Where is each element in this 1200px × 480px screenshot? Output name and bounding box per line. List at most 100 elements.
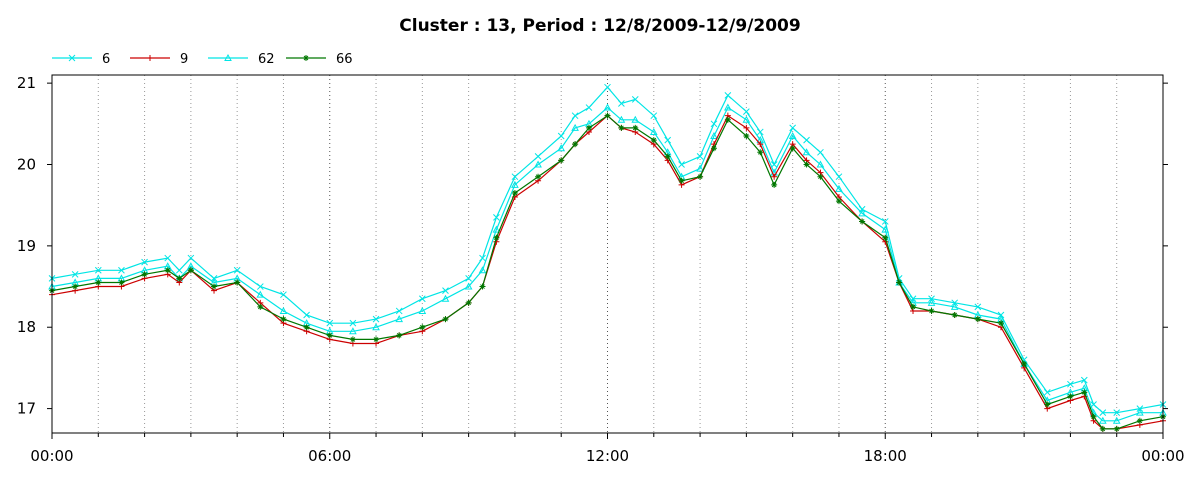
data-point (141, 271, 148, 278)
data-point (511, 189, 518, 196)
data-point (743, 124, 750, 131)
data-point (803, 161, 810, 168)
data-point (72, 283, 79, 290)
data-point (771, 173, 778, 180)
data-point (1080, 376, 1088, 384)
data-point (511, 180, 519, 188)
data-point (118, 279, 125, 286)
data-point (697, 173, 704, 180)
data-point (650, 112, 658, 120)
y-tick-label: 18 (17, 318, 36, 336)
data-point (280, 316, 287, 323)
data-point (927, 298, 936, 306)
data-point (479, 283, 486, 290)
data-point (1099, 409, 1107, 417)
legend: 6 9 62 66 (52, 52, 353, 67)
data-point (71, 270, 79, 278)
series-line-9 (51, 114, 1164, 430)
legend-label: 62 (258, 52, 275, 67)
y-tick-label: 19 (17, 237, 36, 255)
data-point (211, 283, 218, 290)
data-point (743, 133, 750, 140)
data-point (710, 131, 718, 140)
data-point (465, 275, 472, 282)
data-point (233, 266, 241, 274)
data-point (418, 306, 427, 314)
data-point (395, 307, 403, 315)
data-point (724, 103, 732, 111)
legend-label: 6 (102, 52, 110, 67)
data-point (816, 160, 825, 168)
data-point (858, 209, 866, 217)
data-point (303, 324, 310, 331)
data-point (418, 295, 426, 303)
data-point (256, 290, 265, 298)
legend-item-6: 6 (52, 52, 110, 67)
data-point (279, 306, 288, 314)
data-point (1043, 388, 1051, 396)
data-point (724, 116, 731, 123)
data-point (664, 136, 672, 144)
data-point (187, 267, 194, 274)
data-point (803, 136, 810, 144)
x-tick-label: 18:00 (864, 447, 907, 465)
data-point (678, 161, 685, 168)
legend-label: 66 (336, 52, 353, 67)
data-point (464, 282, 473, 290)
data-point (928, 295, 935, 303)
data-point (95, 279, 102, 286)
x-tick-label: 06:00 (308, 447, 351, 465)
x-tick-label: 00:00 (1141, 447, 1184, 465)
data-point (372, 315, 380, 323)
data-point (1067, 393, 1074, 400)
data-point (164, 254, 172, 262)
data-point (535, 173, 542, 180)
data-point (349, 336, 356, 343)
data-point (585, 124, 592, 131)
data-point (147, 55, 153, 61)
data-point (571, 112, 579, 120)
series-line-66 (51, 114, 1164, 430)
data-point (326, 332, 333, 339)
data-point (1090, 413, 1097, 420)
data-point (1136, 405, 1144, 412)
data-point (1044, 401, 1051, 408)
data-point (511, 173, 519, 181)
data-point (396, 332, 403, 339)
data-point (442, 287, 449, 294)
data-point (896, 279, 903, 286)
gridlines (97, 75, 1118, 433)
x-tick-label: 12:00 (586, 447, 629, 465)
data-point (118, 266, 125, 274)
data-point (557, 132, 565, 140)
data-point (187, 254, 195, 262)
legend-item-66: 66 (286, 52, 353, 67)
data-point (572, 141, 579, 148)
data-point (997, 311, 1005, 319)
series-62 (48, 103, 1167, 424)
legend-item-9: 9 (130, 52, 188, 67)
legend-item-62: 62 (208, 52, 275, 67)
axes: 17 18 19 20 21 00:00 06:00 12:00 18:00 00:00 (17, 74, 1185, 465)
series-line-6 (51, 86, 1164, 414)
data-point (164, 267, 171, 274)
data-point (1099, 425, 1106, 432)
data-point (678, 177, 685, 184)
data-point (558, 157, 565, 164)
data-point (974, 316, 981, 323)
data-point (1021, 360, 1028, 367)
data-point (419, 324, 426, 331)
data-point (835, 184, 843, 192)
data-point (557, 144, 566, 152)
data-point (951, 312, 958, 319)
data-point (68, 54, 76, 62)
data-point (256, 283, 264, 290)
data-point (571, 123, 579, 131)
data-point (1113, 409, 1121, 417)
data-point (743, 108, 750, 115)
data-point (724, 91, 732, 99)
data-point (1113, 425, 1120, 432)
data-point (928, 307, 935, 314)
series-66 (49, 112, 1166, 432)
